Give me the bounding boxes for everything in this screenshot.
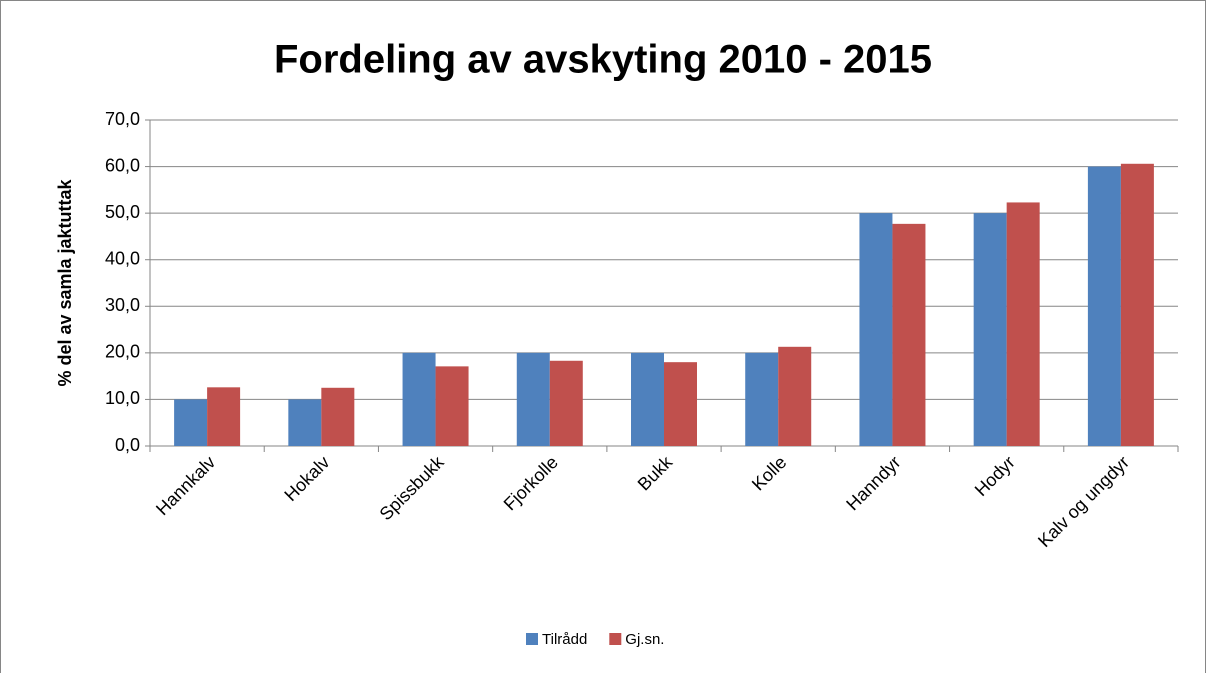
y-tick-label: 0,0	[115, 435, 140, 455]
y-tick-label: 50,0	[105, 202, 140, 222]
bar	[973, 213, 1007, 446]
legend-swatch	[526, 633, 538, 645]
bar	[321, 387, 355, 446]
bar	[664, 362, 697, 446]
legend-label: Gj.sn.	[625, 631, 664, 648]
y-tick-label: 30,0	[105, 295, 140, 315]
bar	[745, 352, 779, 446]
bar	[778, 346, 812, 446]
bar	[892, 223, 926, 446]
bar	[1120, 163, 1154, 446]
bar	[207, 387, 241, 446]
bar	[288, 399, 322, 446]
bar	[516, 352, 550, 446]
bar	[1087, 166, 1121, 447]
y-tick-label: 70,0	[105, 109, 140, 129]
chart-title: Fordeling av avskyting 2010 - 2015	[274, 38, 932, 82]
y-tick-label: 10,0	[105, 388, 140, 408]
y-tick-label: 20,0	[105, 342, 140, 362]
legend-label: Tilrådd	[542, 631, 587, 648]
bar	[549, 360, 583, 446]
bar	[859, 213, 893, 446]
y-tick-label: 60,0	[105, 155, 140, 175]
bar	[174, 399, 208, 446]
bar	[402, 352, 436, 446]
bar	[631, 352, 664, 446]
legend-swatch	[609, 633, 622, 645]
y-axis-title: % del av samla jaktuttak	[55, 178, 75, 386]
bar	[435, 366, 469, 446]
bar	[1006, 202, 1040, 446]
y-tick-label: 40,0	[105, 248, 140, 268]
